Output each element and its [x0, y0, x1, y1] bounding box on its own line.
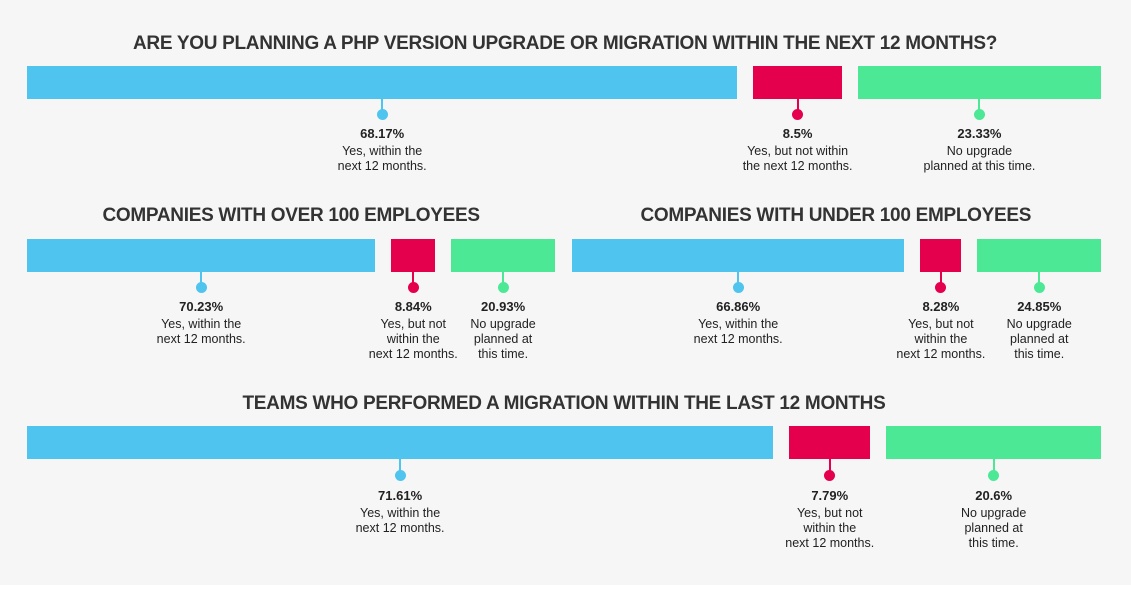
category-label: No upgrade planned at this time. — [961, 506, 1027, 550]
data-label: 23.33% No upgrade planned at this time. — [899, 126, 1059, 174]
bottom-strip — [0, 585, 1131, 591]
value-label: 71.61% — [378, 488, 423, 503]
yes-within-segment — [27, 66, 738, 99]
data-label: 24.85% No upgrade planned at this time. — [959, 299, 1119, 362]
category-label: No upgrade planned at this time. — [470, 317, 536, 361]
pointer-dot — [1033, 281, 1045, 293]
category-label: No upgrade planned at this time. — [1006, 317, 1072, 361]
pointer-dot — [394, 469, 406, 481]
data-label: 20.6% No upgrade planned at this time. — [914, 488, 1074, 551]
data-label: 70.23% Yes, within the next 12 months. — [121, 299, 281, 347]
category-label: Yes, within the next 12 months. — [355, 506, 445, 535]
value-label: 7.79% — [811, 488, 849, 503]
value-label: 20.6% — [975, 488, 1013, 503]
chart-title: COMPANIES WITH OVER 100 EMPLOYEES — [102, 205, 481, 226]
no-upgrade-segment — [977, 239, 1101, 272]
pointer-stem — [939, 272, 942, 287]
yes-within-segment — [27, 426, 774, 459]
yes-not-within-segment — [789, 426, 871, 459]
pointer-stem — [978, 99, 981, 114]
category-label: Yes, within the next 12 months. — [156, 317, 246, 346]
pointer-dot — [988, 469, 1000, 481]
chart-title: ARE YOU PLANNING A PHP VERSION UPGRADE O… — [133, 33, 998, 54]
no-upgrade-segment — [451, 239, 555, 272]
value-label: 8.5% — [782, 126, 813, 141]
data-label: 7.79% Yes, but not within the next 12 mon… — [750, 488, 910, 551]
pointer-stem — [1038, 272, 1041, 287]
pointer-stem — [381, 99, 384, 114]
chart-title: COMPANIES WITH UNDER 100 EMPLOYEES — [640, 205, 1032, 226]
pointer-stem — [992, 459, 995, 475]
yes-within-segment — [572, 239, 905, 272]
pointer-dot — [973, 108, 985, 120]
pointer-dot — [824, 469, 836, 481]
pointer-dot — [195, 281, 207, 293]
yes-not-within-segment — [753, 66, 842, 99]
value-label: 8.28% — [922, 299, 960, 314]
category-label: No upgrade planned at this time. — [923, 144, 1036, 173]
category-label: Yes, but not within the next 12 months. — [742, 144, 853, 173]
value-label: 20.93% — [481, 299, 526, 314]
pointer-dot — [732, 281, 744, 293]
category-label: Yes, within the next 12 months. — [693, 317, 783, 346]
value-label: 23.33% — [957, 126, 1002, 141]
pointer-dot — [376, 108, 388, 120]
pointer-stem — [200, 272, 203, 287]
pointer-stem — [796, 99, 799, 114]
pointer-stem — [502, 272, 505, 287]
value-label: 8.84% — [394, 299, 432, 314]
pointer-dot — [497, 281, 509, 293]
value-label: 70.23% — [179, 299, 224, 314]
chart-title: TEAMS WHO PERFORMED A MIGRATION WITHIN T… — [242, 393, 886, 414]
category-label: Yes, but not within the next 12 months. — [896, 317, 986, 361]
pointer-stem — [399, 459, 402, 475]
yes-not-within-segment — [920, 239, 962, 272]
pointer-dot — [935, 281, 947, 293]
data-label: 71.61% Yes, within the next 12 months. — [320, 488, 480, 536]
data-label: 8.28% Yes, but not within the next 12 mon… — [861, 299, 1021, 362]
yes-not-within-segment — [391, 239, 436, 272]
data-label: 20.93% No upgrade planned at this time. — [423, 299, 583, 362]
no-upgrade-segment — [857, 66, 1101, 99]
data-label: 68.17% Yes, within the next 12 months. — [302, 126, 462, 174]
value-label: 66.86% — [716, 299, 761, 314]
data-label: 66.86% Yes, within the next 12 months. — [658, 299, 818, 347]
category-label: Yes, within the next 12 months. — [337, 144, 427, 173]
data-label: 8.84% Yes, but not within the next 12 mon… — [333, 299, 493, 362]
value-label: 68.17% — [360, 126, 405, 141]
pointer-dot — [792, 108, 804, 120]
pointer-dot — [407, 281, 419, 293]
no-upgrade-segment — [886, 426, 1101, 459]
category-label: Yes, but not within the next 12 months. — [785, 506, 875, 550]
pointer-stem — [412, 272, 415, 287]
pointer-stem — [828, 459, 831, 475]
category-label: Yes, but not within the next 12 months. — [368, 317, 458, 361]
pointer-stem — [737, 272, 740, 287]
data-label: 8.5% Yes, but not within the next 12 mont… — [718, 126, 878, 174]
yes-within-segment — [27, 239, 376, 272]
value-label: 24.85% — [1017, 299, 1062, 314]
